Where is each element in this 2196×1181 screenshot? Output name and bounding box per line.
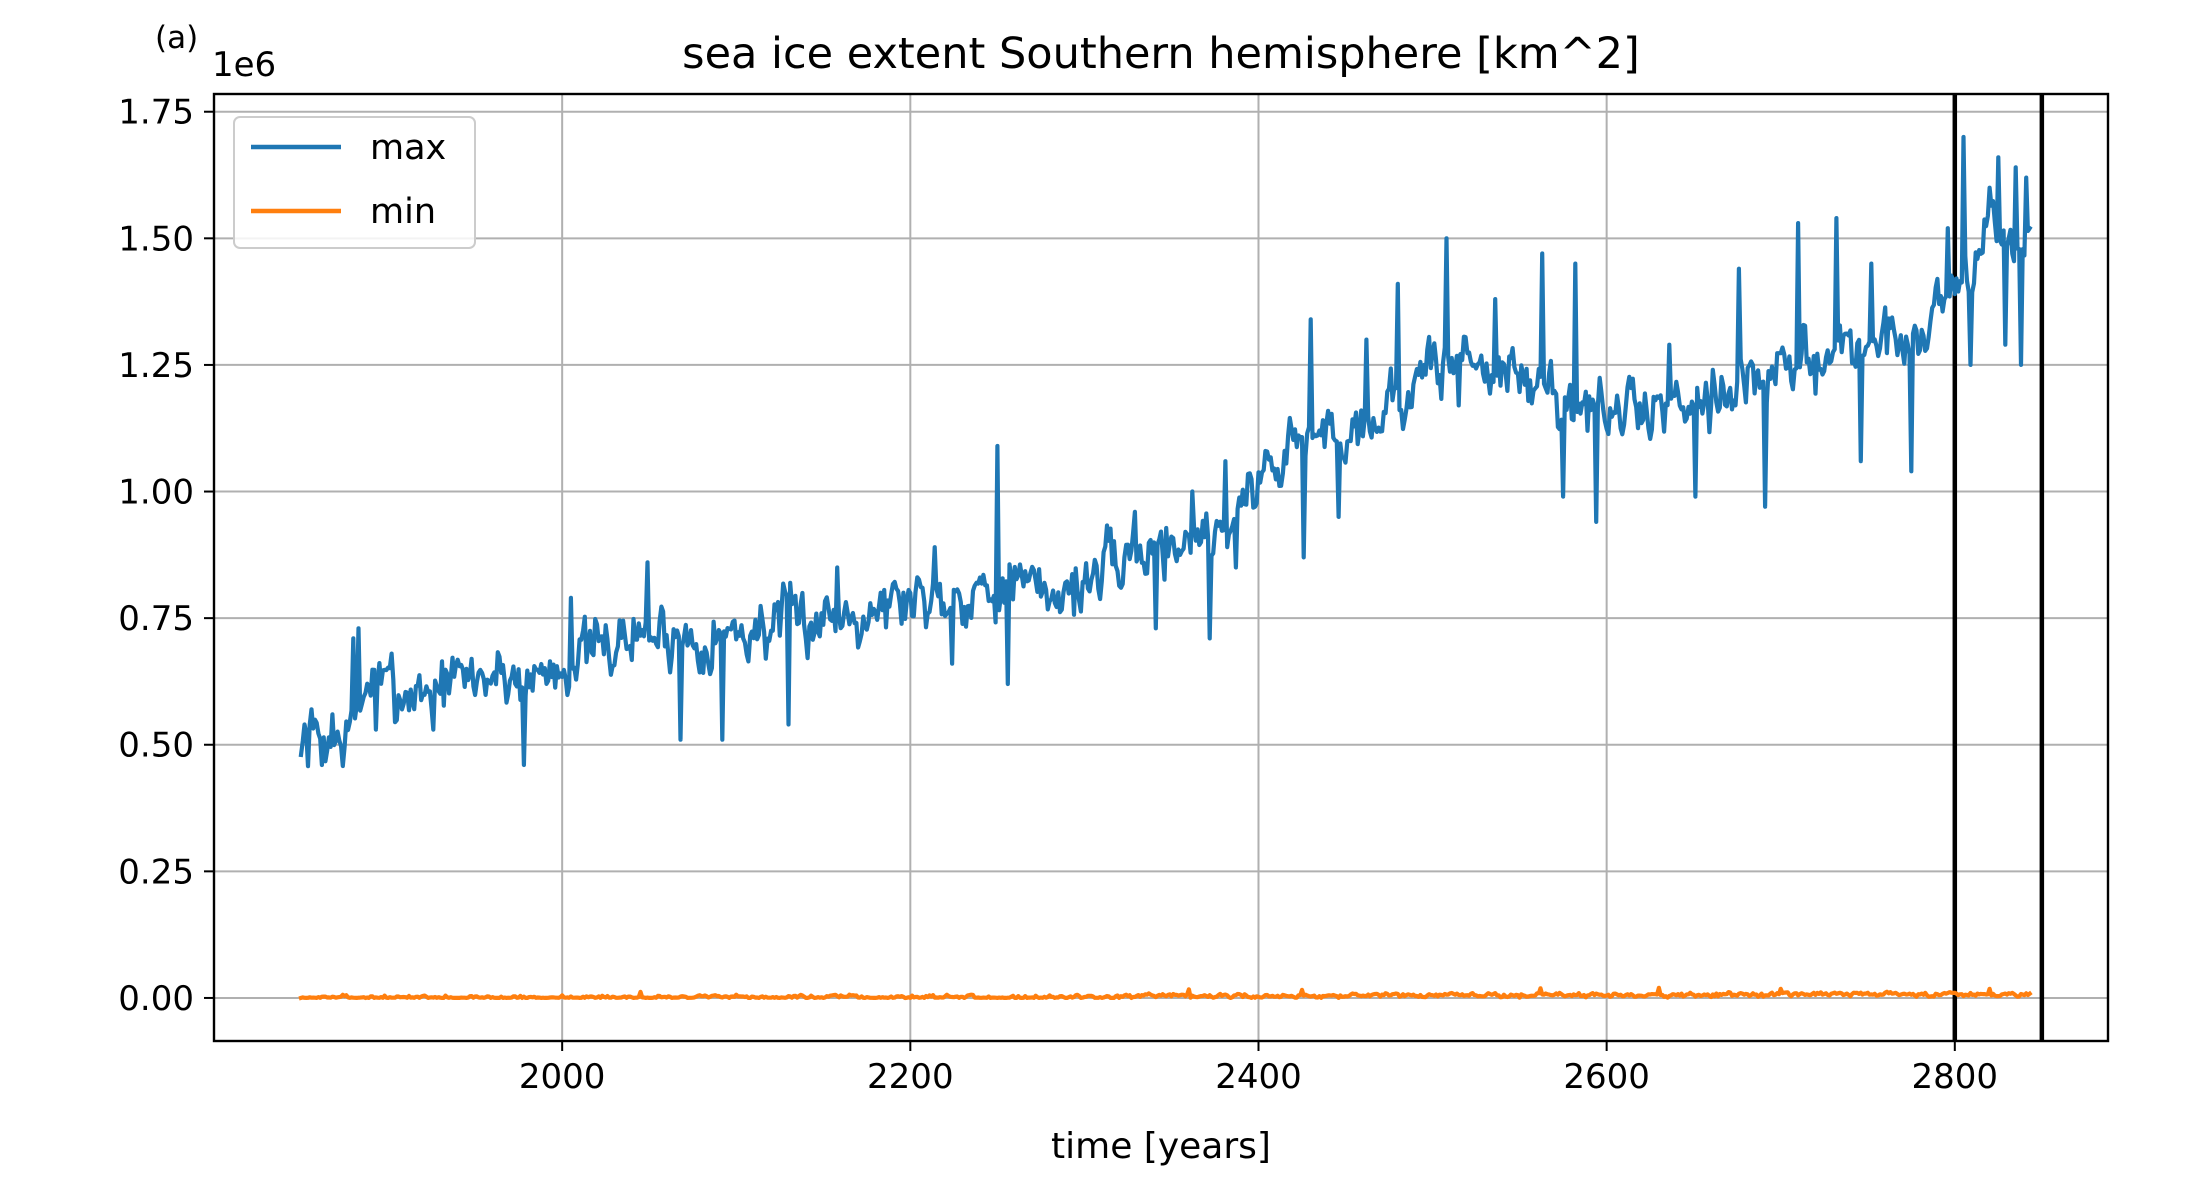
data-series bbox=[298, 134, 2033, 1001]
legend: max min bbox=[233, 116, 476, 249]
plot-frame bbox=[212, 92, 2110, 1043]
y-tick-label: 1.00 bbox=[118, 473, 194, 513]
y-tick-label: 0.25 bbox=[118, 852, 194, 892]
y-tick-label: 0.75 bbox=[118, 599, 194, 639]
x-tick-label: 2800 bbox=[1912, 1057, 1999, 1097]
series-line-max bbox=[298, 134, 2033, 769]
y-tick-label: 1.25 bbox=[118, 346, 194, 386]
x-tick-label: 2000 bbox=[519, 1057, 606, 1097]
y-tick-label: 1.50 bbox=[118, 219, 194, 259]
x-tick-label: 2200 bbox=[867, 1057, 954, 1097]
panel-label: (a) bbox=[155, 20, 198, 56]
y-offset-label: 1e6 bbox=[212, 45, 276, 85]
x-tick-label: 2600 bbox=[1563, 1057, 1650, 1097]
x-tick-label: 2400 bbox=[1215, 1057, 1302, 1097]
reference-lines bbox=[1952, 94, 2045, 1041]
y-axis-ticks: 0.00 0.25 0.50 0.75 1.00 1.25 1.50 1.75 bbox=[118, 93, 214, 1019]
y-tick-label: 1.75 bbox=[118, 93, 194, 133]
series-line-min bbox=[298, 985, 2033, 1001]
legend-label-max: max bbox=[370, 128, 446, 168]
legend-label-min: min bbox=[370, 192, 436, 232]
x-axis-ticks: 2000 2200 2400 2600 2800 bbox=[519, 1041, 1998, 1097]
x-axis-label: time [years] bbox=[1051, 1126, 1271, 1167]
y-tick-label: 0.00 bbox=[118, 979, 194, 1019]
chart-title: sea ice extent Southern hemisphere [km^2… bbox=[682, 29, 1640, 79]
y-tick-label: 0.50 bbox=[118, 726, 194, 766]
gridlines bbox=[214, 94, 2108, 1041]
legend-box bbox=[233, 116, 476, 249]
